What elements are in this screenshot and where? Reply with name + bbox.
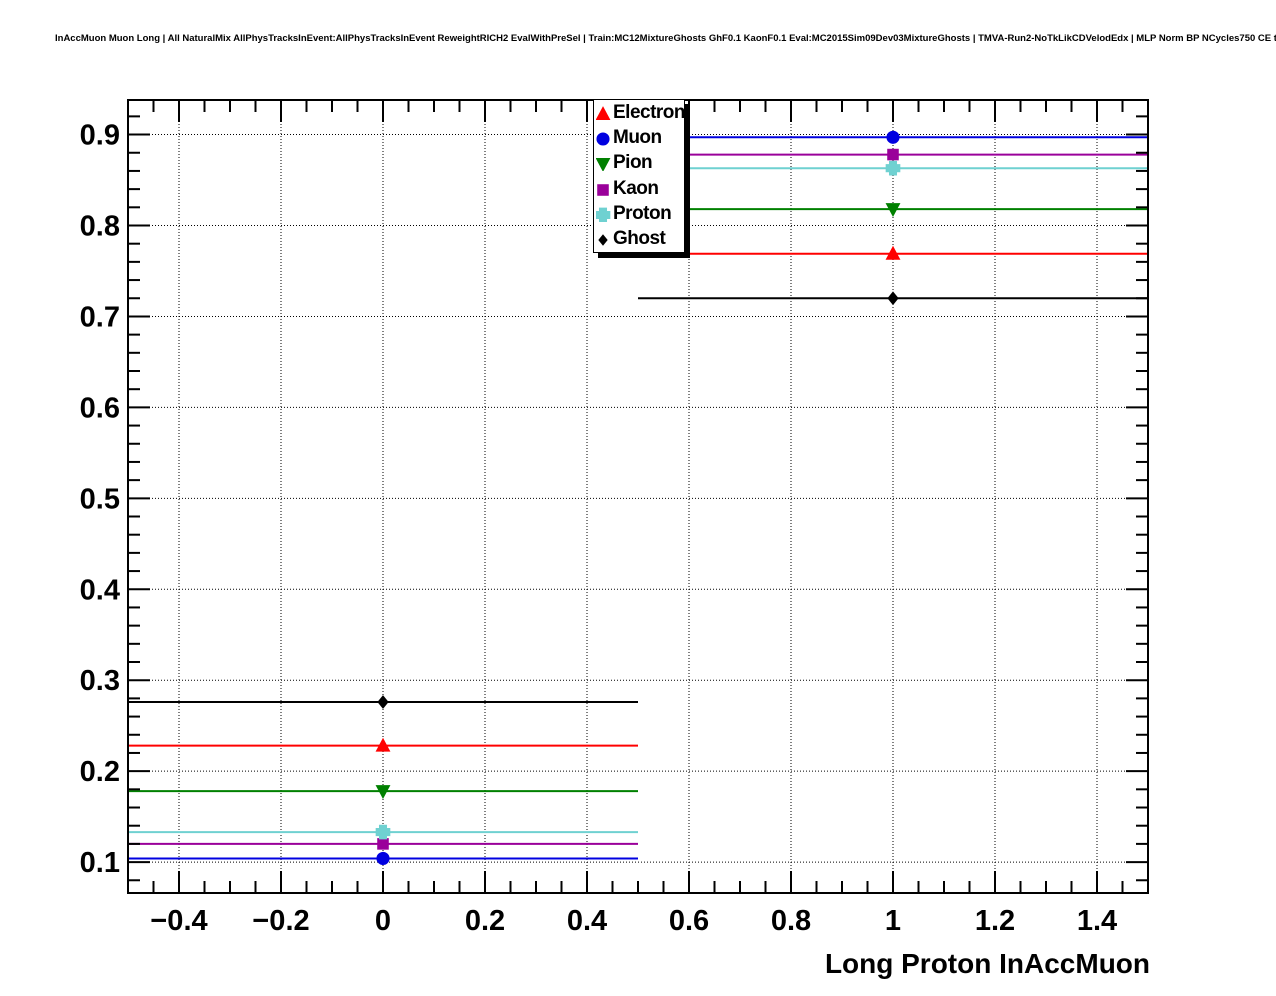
legend-marker-triangle-down-icon — [596, 158, 611, 172]
legend-item-pion: Pion — [594, 151, 684, 176]
marker-diamond — [887, 291, 899, 306]
legend-item-electron: Electron — [594, 100, 686, 125]
x-tick-label: 1 — [885, 905, 901, 937]
marker-cross — [375, 824, 391, 840]
y-tick-label: 0.3 — [80, 665, 120, 697]
plot-title: InAccMuon Muon Long | All NaturalMix All… — [55, 33, 1276, 44]
x-tick-label: 0.8 — [771, 905, 811, 937]
x-tick-label: 0.6 — [669, 905, 709, 937]
x-tick-label: −0.2 — [252, 905, 309, 937]
marker-circle — [886, 130, 900, 144]
marker-square — [597, 183, 609, 196]
series-pion — [128, 203, 1148, 800]
y-tick-label: 0.7 — [80, 301, 120, 333]
legend-marker-cross-icon — [596, 207, 611, 222]
x-tick-label: 0 — [375, 905, 391, 937]
x-axis-title: Long Proton InAccMuon — [825, 948, 1150, 979]
marker-circle — [376, 851, 390, 865]
series-muon — [128, 130, 1148, 865]
series-kaon — [128, 148, 1148, 850]
x-tick-label: 1.2 — [975, 905, 1015, 937]
legend-item-kaon: Kaon — [594, 176, 684, 201]
x-tick-label: 1.4 — [1077, 905, 1117, 937]
marker-cross — [885, 160, 901, 176]
y-tick-label: 0.2 — [80, 756, 120, 788]
marker-triangle-up — [885, 245, 901, 260]
marker-triangle-up — [375, 737, 391, 752]
marker-square — [887, 148, 899, 161]
marker-cross — [596, 207, 611, 222]
legend-label: Kaon — [613, 177, 659, 199]
marker-circle — [596, 132, 610, 146]
legend-label: Proton — [613, 202, 672, 224]
marker-triangle-down — [375, 785, 391, 800]
y-tick-label: 0.8 — [80, 210, 120, 242]
x-tick-label: 0.2 — [465, 905, 505, 937]
y-tick-label: 0.5 — [80, 483, 120, 515]
y-tick-label: 0.9 — [80, 120, 120, 152]
series-electron — [128, 245, 1148, 752]
legend-box: Electron Muon Pion Kaon Proton Ghost — [593, 99, 686, 253]
legend-label: Electron — [613, 101, 686, 123]
marker-diamond — [598, 234, 608, 247]
legend-marker-diamond-icon — [598, 234, 608, 247]
y-tick-label: 0.6 — [80, 392, 120, 424]
marker-diamond — [377, 695, 389, 709]
legend-label: Muon — [613, 126, 662, 148]
marker-square — [377, 838, 389, 850]
y-tick-label: 0.4 — [80, 574, 120, 606]
legend-marker-circle-icon — [596, 132, 610, 146]
legend-label: Ghost — [613, 228, 666, 250]
legend-item-proton: Proton — [594, 201, 684, 226]
marker-triangle-up — [596, 105, 611, 120]
series-proton — [128, 160, 1148, 840]
legend-item-ghost: Ghost — [594, 227, 684, 252]
legend-label: Pion — [613, 152, 653, 174]
marker-triangle-down — [885, 203, 901, 218]
legend-item-muon: Muon — [594, 125, 684, 150]
legend-marker-square-icon — [597, 183, 609, 196]
x-tick-label: 0.4 — [567, 905, 607, 937]
series-ghost — [128, 291, 1148, 709]
marker-triangle-down — [596, 158, 611, 172]
y-tick-label: 0.1 — [80, 847, 120, 879]
x-tick-label: −0.4 — [150, 905, 207, 937]
legend-marker-triangle-up-icon — [596, 105, 611, 120]
